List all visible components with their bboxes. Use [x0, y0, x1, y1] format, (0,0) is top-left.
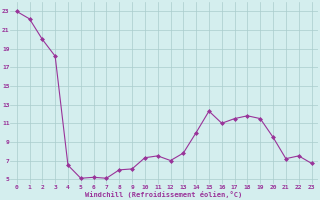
- X-axis label: Windchill (Refroidissement éolien,°C): Windchill (Refroidissement éolien,°C): [85, 191, 243, 198]
